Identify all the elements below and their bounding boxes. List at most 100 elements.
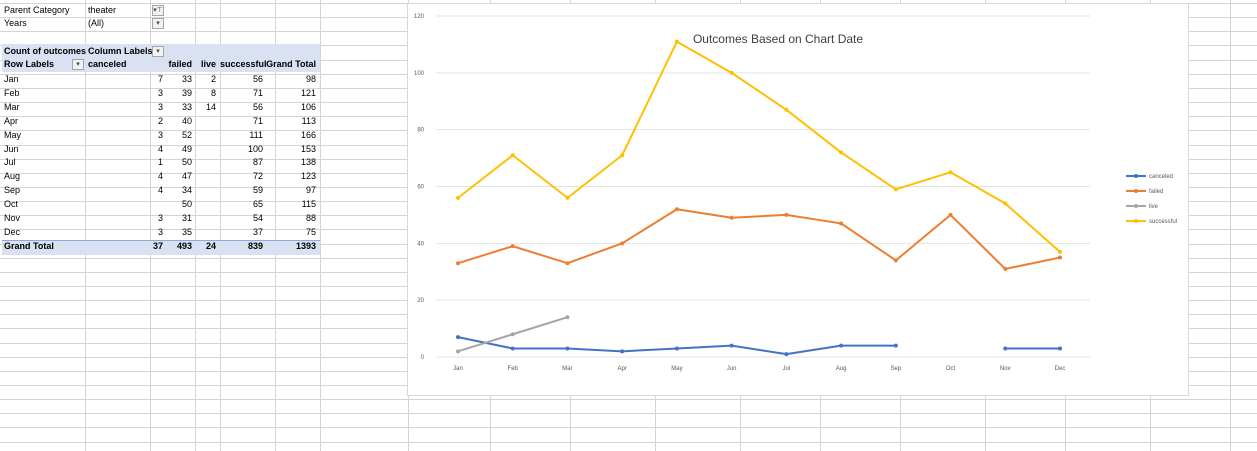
row-label-month: Mar (4, 101, 20, 112)
cell-successful: 87 (252, 157, 263, 168)
row-label-month: Oct (4, 199, 19, 210)
cell-live: 2 (210, 74, 216, 84)
cell-successful: 71 (252, 87, 263, 98)
data-point-successful (893, 187, 898, 192)
cell-total: 113 (301, 115, 316, 126)
data-point-successful (456, 195, 460, 200)
cell-canceled: 3 (157, 87, 163, 98)
data-point-canceled (893, 343, 898, 348)
data-point-failed (620, 241, 625, 246)
x-tick-label: Jun (727, 366, 737, 372)
row-label-month: Feb (4, 87, 20, 98)
cell-successful: 71 (252, 115, 263, 126)
y-tick-label: 20 (417, 298, 424, 304)
row-label-month: Jul (4, 157, 16, 168)
data-point-live (565, 315, 570, 320)
grand-total-successful: 839 (247, 241, 263, 251)
data-point-failed (948, 212, 953, 217)
cell-successful: 54 (252, 213, 263, 223)
row-label-month: Jan (4, 74, 19, 84)
row-label-month: May (4, 129, 22, 140)
column-header-grand-total: Grand Total (266, 59, 316, 69)
column-gridline (320, 0, 321, 451)
data-point-canceled (510, 346, 515, 351)
column-gridline (85, 0, 86, 451)
legend-marker-failed (1134, 189, 1138, 193)
column-header-successful: successful (220, 59, 267, 69)
data-point-failed (674, 207, 679, 212)
data-point-canceled (729, 343, 734, 348)
grand-total-live: 24 (205, 241, 216, 251)
cell-successful: 111 (249, 129, 263, 140)
data-point-successful (565, 195, 570, 200)
x-tick-label: Aug (836, 366, 847, 372)
filter-label: Years (4, 18, 27, 28)
data-point-successful (1058, 249, 1062, 254)
cell-failed: 50 (181, 157, 192, 168)
cell-failed: 34 (181, 185, 192, 196)
cell-total: 75 (305, 226, 316, 237)
row-label-month: Apr (4, 115, 19, 126)
cell-total: 106 (300, 101, 316, 112)
cell-live: 14 (205, 101, 216, 112)
x-tick-label: Dec (1055, 366, 1066, 372)
series-line-successful (457, 40, 1061, 253)
data-point-live (456, 349, 460, 354)
cell-failed: 35 (181, 226, 192, 237)
chart-canvas: 0 20 40 60 80 100 120 Jan Feb Mar Apr May Jun Jul Aug S… (414, 14, 1177, 372)
y-tick-label: 120 (414, 14, 425, 20)
cell-canceled: 4 (157, 185, 163, 196)
x-tick-label: Nov (1000, 366, 1011, 372)
data-point-failed (510, 244, 515, 249)
cell-canceled: 4 (157, 171, 163, 182)
legend-marker-live (1134, 204, 1138, 208)
data-point-failed (1003, 266, 1008, 271)
cell-canceled: 3 (157, 226, 163, 237)
legend-label-successful: successful (1149, 219, 1177, 225)
cell-successful: 37 (252, 226, 263, 237)
y-tick-label: 60 (417, 185, 424, 191)
grand-total-failed: 493 (176, 241, 192, 251)
column-header-canceled: canceled (88, 59, 127, 69)
data-point-successful (729, 70, 734, 75)
row-label-month: Nov (4, 213, 21, 223)
cell-successful: 56 (252, 101, 263, 112)
data-point-failed (784, 212, 789, 217)
row-label-month: Aug (4, 171, 21, 182)
legend-label-live: live (1149, 204, 1159, 210)
column-header-live: live (200, 59, 216, 69)
cell-canceled: 3 (157, 213, 163, 223)
cell-total: 97 (305, 185, 316, 196)
column-labels-filter-button[interactable]: ▾ (152, 46, 164, 57)
x-tick-label: May (671, 366, 682, 372)
grand-total-total: 1393 (295, 241, 316, 251)
x-tick-label: Feb (508, 366, 519, 372)
data-point-failed (729, 215, 734, 220)
column-gridline (220, 0, 221, 451)
data-point-failed (565, 261, 570, 266)
filter-label: Parent Category (4, 5, 70, 15)
cell-total: 121 (300, 87, 316, 98)
cell-canceled: 2 (157, 115, 163, 126)
cell-total: 166 (300, 129, 316, 140)
cell-failed: 47 (181, 171, 192, 182)
cell-canceled: 3 (157, 101, 163, 112)
data-point-live (510, 332, 515, 337)
data-point-canceled (1003, 346, 1008, 351)
cell-successful: 59 (252, 185, 263, 196)
data-point-failed (456, 261, 460, 266)
data-point-failed (893, 258, 898, 263)
row-labels-filter-button[interactable]: ▾ (72, 59, 84, 70)
filter-dropdown-button[interactable]: ▾⊤ (152, 5, 164, 16)
data-point-successful (784, 107, 789, 112)
cell-canceled: 1 (157, 157, 163, 168)
data-point-failed (839, 221, 844, 226)
cell-successful: 65 (252, 199, 263, 210)
cell-failed: 52 (181, 129, 192, 140)
filter-dropdown-button[interactable]: ▾ (152, 18, 164, 29)
line-chart[interactable]: 0 20 40 60 80 100 120 Jan Feb Mar Apr May Jun Jul Aug S… (407, 3, 1189, 396)
cell-total: 88 (305, 213, 316, 223)
cell-failed: 39 (181, 87, 192, 98)
cell-failed: 31 (181, 213, 192, 223)
column-gridline (275, 0, 276, 451)
